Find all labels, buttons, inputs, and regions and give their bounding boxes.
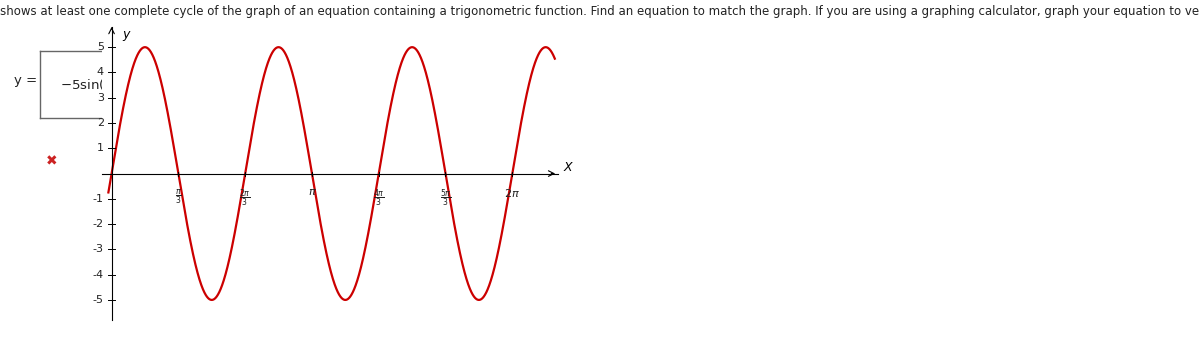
Text: ✖: ✖	[46, 155, 58, 169]
Text: -2: -2	[92, 219, 104, 229]
Text: 3: 3	[97, 93, 104, 103]
Text: $-5\sin(x)$: $-5\sin(x)$	[60, 77, 118, 92]
Text: 2: 2	[97, 118, 104, 128]
Text: The following graph shows at least one complete cycle of the graph of an equatio: The following graph shows at least one c…	[0, 5, 1200, 18]
Text: y =: y =	[14, 74, 37, 87]
Text: $\frac{4\pi}{3}$: $\frac{4\pi}{3}$	[373, 187, 384, 209]
Text: 1: 1	[97, 143, 104, 153]
Text: 5: 5	[97, 42, 104, 52]
Text: y: y	[122, 28, 130, 41]
Text: X: X	[563, 161, 572, 174]
Text: $\frac{2\pi}{3}$: $\frac{2\pi}{3}$	[239, 187, 251, 209]
Text: $2\pi$: $2\pi$	[504, 187, 521, 200]
Text: -4: -4	[92, 270, 104, 280]
Text: $\frac{\pi}{3}$: $\frac{\pi}{3}$	[175, 187, 182, 206]
Text: 4: 4	[97, 67, 104, 78]
Text: -3: -3	[92, 244, 104, 254]
Text: $\pi$: $\pi$	[307, 187, 317, 197]
Text: $\frac{5\pi}{3}$: $\frac{5\pi}{3}$	[439, 187, 451, 209]
Text: -5: -5	[92, 295, 104, 305]
Text: -1: -1	[92, 194, 104, 204]
